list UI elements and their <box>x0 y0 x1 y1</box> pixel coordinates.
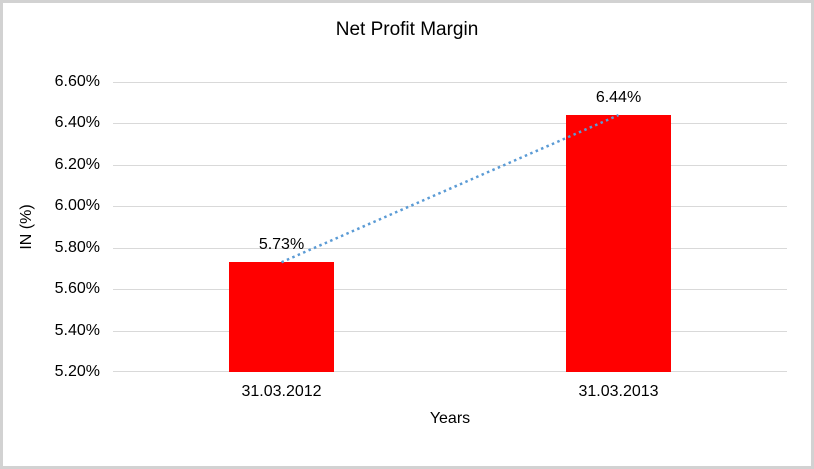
bar-data-label: 6.44% <box>595 89 642 107</box>
y-axis-tick-label: 5.80% <box>54 238 100 256</box>
trendline <box>281 113 619 264</box>
y-axis-tick-label: 6.20% <box>54 155 100 173</box>
bar <box>229 262 334 372</box>
y-axis-tick-label: 6.00% <box>54 197 100 215</box>
y-axis-title: IN (%) <box>18 204 35 250</box>
y-axis-tick-label: 5.40% <box>54 321 100 339</box>
gridline <box>113 123 787 125</box>
x-axis-tick-label: 31.03.2013 <box>578 383 659 400</box>
plot-area <box>113 82 787 372</box>
bar-data-label: 5.73% <box>258 236 305 254</box>
chart-title: Net Profit Margin <box>335 19 479 40</box>
gridline <box>113 164 787 166</box>
y-axis-tick-label: 5.60% <box>54 280 100 298</box>
gridline <box>113 247 787 249</box>
gridline <box>113 206 787 208</box>
gridline <box>113 371 787 372</box>
y-axis-tick-label: 5.20% <box>54 363 100 380</box>
bar <box>566 115 671 372</box>
gridline <box>113 289 787 291</box>
x-axis-title: Years <box>429 410 471 427</box>
y-axis-tick-label: 6.60% <box>54 73 100 90</box>
y-axis-tick-label: 6.40% <box>54 114 100 132</box>
gridline <box>113 82 787 83</box>
x-axis-tick-label: 31.03.2012 <box>241 383 322 400</box>
gridline <box>113 330 787 332</box>
